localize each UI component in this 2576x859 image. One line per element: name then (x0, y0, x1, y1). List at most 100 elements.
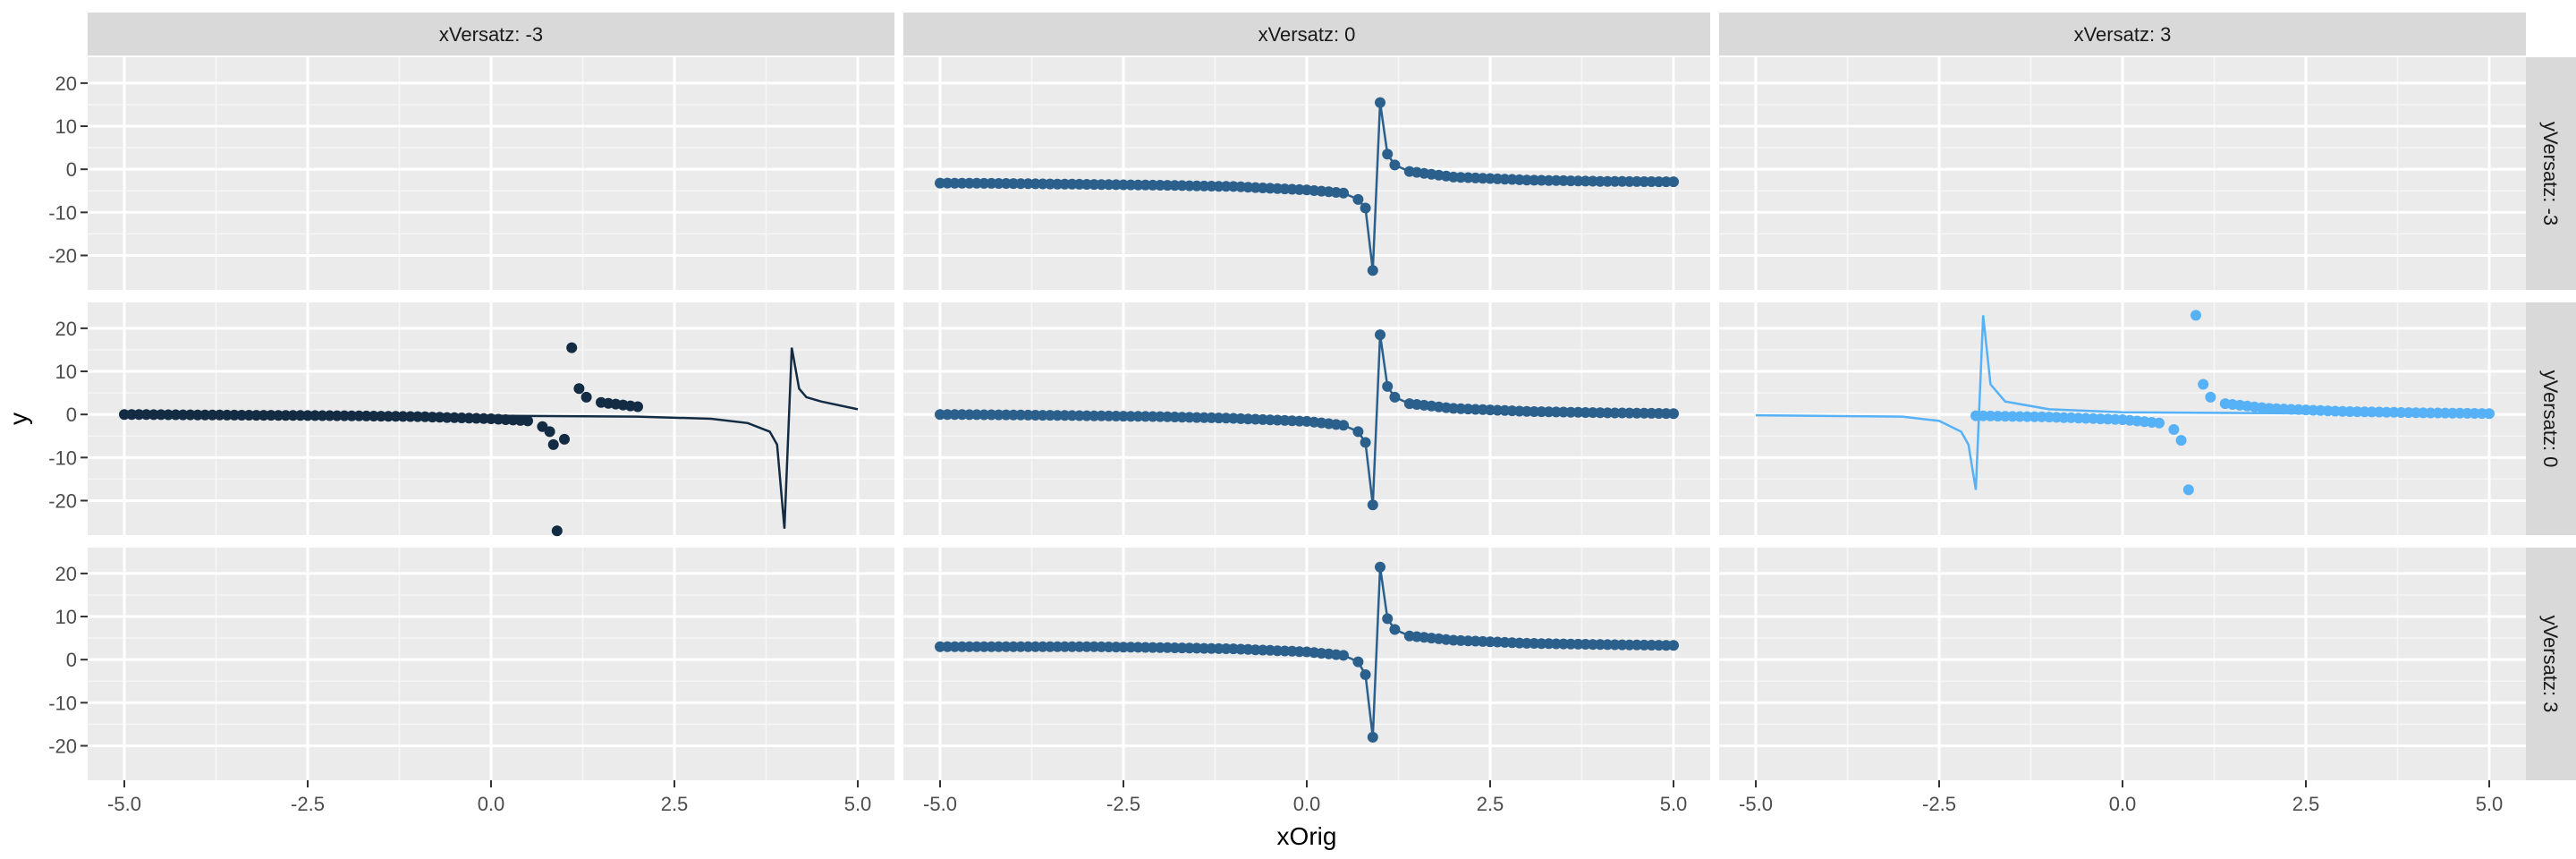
data-point (1022, 641, 1034, 652)
data-point (133, 409, 145, 421)
x-tick-label: 5.0 (1660, 793, 1688, 815)
data-point (1389, 159, 1401, 171)
data-point (1352, 656, 1364, 668)
data-point (148, 409, 159, 421)
x-tick-label: -5.0 (923, 793, 957, 815)
y-tick-label: 10 (55, 115, 77, 138)
data-point (979, 409, 990, 421)
data-point (993, 641, 1004, 652)
data-point (192, 409, 203, 421)
data-point (1609, 407, 1621, 419)
y-axis-title: y (4, 412, 32, 425)
data-point (1360, 669, 1371, 680)
data-point (547, 438, 559, 450)
data-point (1367, 265, 1378, 276)
data-point (1030, 641, 1041, 652)
data-point (1382, 149, 1394, 160)
y-tick-label: 20 (55, 72, 77, 95)
data-point (1352, 426, 1364, 438)
y-tick-label: 0 (66, 649, 77, 671)
data-point (935, 409, 945, 421)
data-point (1052, 641, 1063, 652)
data-point (1360, 202, 1371, 214)
x-tick-label: 2.5 (1477, 793, 1504, 815)
data-point (979, 641, 990, 652)
panel-series (1755, 310, 2495, 496)
data-point (986, 641, 997, 652)
data-point (1073, 641, 1085, 652)
data-point (1660, 176, 1672, 188)
data-point (963, 641, 975, 652)
data-point (559, 433, 570, 445)
data-point (1052, 178, 1063, 190)
data-point (250, 410, 262, 421)
x-tick-label: 2.5 (661, 793, 689, 815)
data-point (317, 410, 328, 421)
data-point (522, 415, 533, 427)
data-point (163, 409, 174, 421)
data-point (273, 410, 284, 421)
data-point (632, 401, 643, 412)
data-point (580, 391, 592, 403)
data-point (1609, 175, 1621, 187)
facet-strip-row-label: yVersatz: 3 (2539, 616, 2562, 713)
panel-series (935, 561, 1679, 743)
y-tick-label: -20 (48, 489, 77, 512)
data-point (119, 409, 130, 421)
data-point (949, 177, 961, 189)
x-tick-label: 0.0 (478, 793, 505, 815)
data-point (1668, 176, 1679, 188)
data-point (2190, 310, 2201, 321)
data-point (2205, 391, 2216, 403)
data-point (2484, 408, 2495, 420)
facet-strip-col-label: xVersatz: 3 (2074, 23, 2172, 46)
x-tick-label: 5.0 (2476, 793, 2504, 815)
data-point (207, 409, 218, 421)
x-tick-label: -5.0 (1739, 793, 1773, 815)
data-point (1595, 175, 1606, 187)
data-point (1360, 437, 1371, 448)
x-tick-label: -2.5 (1922, 793, 1956, 815)
data-point (236, 410, 248, 421)
data-point (979, 177, 990, 189)
y-tick-label: -10 (48, 201, 77, 224)
data-point (331, 410, 343, 421)
x-tick-label: 2.5 (2292, 793, 2320, 815)
data-point (963, 409, 975, 421)
y-tick-label: -10 (48, 692, 77, 714)
data-point (1059, 641, 1071, 652)
data-point (1375, 561, 1385, 573)
data-point (1338, 187, 1349, 199)
data-point (221, 409, 233, 421)
data-point (1668, 408, 1679, 420)
data-point (573, 383, 585, 395)
data-point (993, 178, 1004, 189)
y-tick-label: 0 (66, 158, 77, 181)
x-tick-label: -2.5 (1106, 793, 1140, 815)
data-point (2425, 407, 2436, 419)
data-point (1623, 175, 1635, 187)
data-point (949, 641, 961, 652)
y-tick-label: 0 (66, 404, 77, 426)
facet-strip-col (88, 13, 894, 55)
data-point (551, 525, 563, 537)
facet-strip-col (1719, 13, 2526, 55)
panel-series (935, 97, 1679, 276)
data-point (1367, 731, 1378, 743)
x-tick-label: 0.0 (1293, 793, 1321, 815)
data-point (287, 410, 299, 421)
data-point (2168, 424, 2180, 435)
y-tick-label: 10 (55, 361, 77, 383)
data-point (1367, 499, 1378, 511)
data-point (1037, 410, 1048, 421)
y-tick-label: -20 (48, 244, 77, 267)
data-point (1653, 176, 1665, 188)
x-tick-label: -5.0 (107, 793, 141, 815)
data-point (302, 410, 313, 421)
data-point (935, 641, 945, 652)
data-point (1338, 650, 1349, 661)
panel-series (119, 342, 859, 537)
data-point (1375, 97, 1385, 108)
data-point (2182, 484, 2194, 496)
